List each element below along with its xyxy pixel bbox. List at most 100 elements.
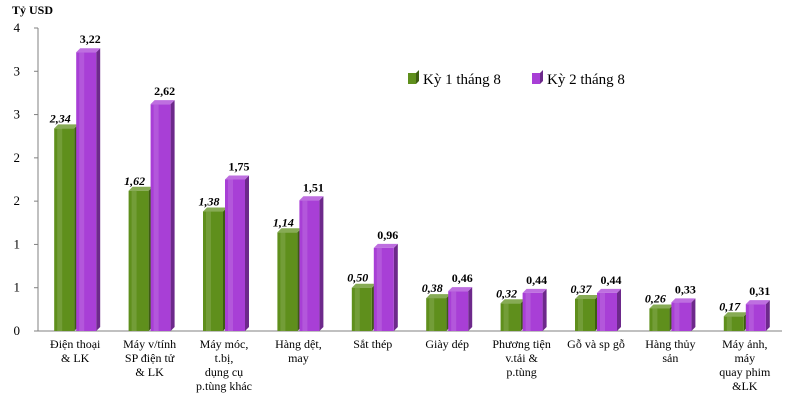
category-label: Hàng dệt, may xyxy=(275,337,322,365)
bar-highlight xyxy=(674,302,680,331)
category-label: Phương tiện v.tải & p.tùng xyxy=(492,337,551,379)
category-label-line: Điện thoại xyxy=(50,337,101,351)
bar-side xyxy=(319,196,324,331)
bar-top xyxy=(597,288,621,293)
bar-top xyxy=(671,298,696,303)
bar-side xyxy=(393,243,398,331)
category-label-line: Gỗ và sp gỗ xyxy=(567,337,625,351)
bar-top xyxy=(203,207,227,212)
y-tick-label: 1 xyxy=(14,280,21,295)
category-label-line: & LK xyxy=(61,351,90,365)
y-tick-label: 1 xyxy=(14,236,21,251)
bar-side xyxy=(245,175,249,331)
category-label: Máy móc, t.bị, dụng cụ p.tùng khác xyxy=(196,337,252,393)
legend: Kỳ 1 tháng 8 Kỳ 2 tháng 8 xyxy=(408,70,625,88)
bar-highlight xyxy=(376,247,382,331)
data-label-ky2: 3,22 xyxy=(80,32,101,46)
data-label-ky1: 1,14 xyxy=(273,215,294,229)
category-label-line: sản xyxy=(662,351,678,365)
category-label-line: máy xyxy=(734,351,755,365)
bar-top xyxy=(745,300,770,305)
y-tick-label: 0 xyxy=(14,323,21,338)
data-label-ky2: 0,33 xyxy=(675,282,696,296)
bar-highlight xyxy=(451,291,457,331)
legend-label-ky1: Kỳ 1 tháng 8 xyxy=(423,72,501,88)
category-label-line: t.bị, xyxy=(215,351,234,365)
data-label-ky1: 0,37 xyxy=(571,282,593,296)
data-label-ky2: 2,62 xyxy=(154,84,175,98)
category-label-line: Giày dép xyxy=(425,337,469,351)
bar-highlight xyxy=(79,52,85,332)
data-label-ky2: 0,44 xyxy=(601,273,622,287)
legend-swatch xyxy=(532,73,540,84)
y-tick-label: 4 xyxy=(14,20,21,35)
bar-top xyxy=(225,175,249,180)
bar-top xyxy=(299,196,324,201)
bar-highlight xyxy=(57,128,63,331)
bar-top xyxy=(351,283,376,288)
bar-highlight xyxy=(726,316,732,331)
bar-highlight xyxy=(600,292,605,331)
category-label: Máy v/tính SP điện tử & LK xyxy=(123,337,176,379)
data-label-ky2: 0,31 xyxy=(749,284,770,298)
y-tick-label: 2 xyxy=(14,150,21,165)
bar-top xyxy=(500,299,525,304)
category-label-line: may xyxy=(288,351,309,365)
bar-side xyxy=(542,288,547,331)
legend-swatch-side xyxy=(416,70,419,84)
bar-highlight xyxy=(302,200,308,331)
category-label: Sắt thép xyxy=(353,337,392,351)
bar-side xyxy=(617,288,621,331)
category-label-line: & LK xyxy=(135,365,164,379)
data-label-ky1: 0,50 xyxy=(347,271,368,285)
bar-side xyxy=(765,300,770,331)
legend-swatch xyxy=(408,73,416,84)
category-label-line: SP điện tử xyxy=(125,351,175,365)
data-label-ky1: 0,32 xyxy=(496,286,517,300)
bar-top xyxy=(277,228,302,233)
category-label-line: Hàng thủy xyxy=(645,337,695,351)
bar-highlight xyxy=(153,104,159,331)
bar-highlight xyxy=(206,211,211,331)
category-label: Gỗ và sp gỗ xyxy=(567,337,625,351)
data-label-ky2: 0,96 xyxy=(377,228,398,242)
bar-highlight xyxy=(131,190,137,331)
category-label-line: dụng cụ xyxy=(205,365,243,379)
bar-side xyxy=(96,48,101,332)
data-label-ky2: 0,44 xyxy=(526,273,547,287)
bar-highlight xyxy=(578,298,583,331)
data-label-ky1: 0,38 xyxy=(422,281,443,295)
bar-top xyxy=(448,287,473,292)
bar-highlight xyxy=(228,179,233,331)
bar-highlight xyxy=(429,298,435,331)
data-label-ky2: 1,75 xyxy=(229,160,250,174)
category-label-line: Sắt thép xyxy=(353,337,392,351)
bar-highlight xyxy=(503,303,509,331)
category-label-line: p.tùng xyxy=(506,365,536,379)
bar-side xyxy=(468,287,473,331)
category-label: Điện thoại & LK xyxy=(50,337,101,365)
y-tick-label: 3 xyxy=(14,107,21,122)
category-label-line: Máy móc, xyxy=(200,337,249,351)
bar-top xyxy=(723,312,748,317)
category-label: Máy ảnh, máy quay phim &LK xyxy=(719,337,771,393)
bar-top xyxy=(54,124,79,129)
bar-top xyxy=(649,304,674,309)
data-label-ky1: 1,38 xyxy=(199,195,220,209)
bar-highlight xyxy=(354,287,360,331)
category-label-line: Hàng dệt, xyxy=(275,337,322,351)
bar-top xyxy=(76,48,101,53)
legend-label-ky2: Kỳ 2 tháng 8 xyxy=(547,72,625,88)
data-label-ky1: 0,17 xyxy=(719,299,741,313)
category-label-line: Máy ảnh, xyxy=(722,337,767,351)
bar-highlight xyxy=(280,232,286,331)
bar-top xyxy=(575,294,599,299)
category-label-line: &LK xyxy=(732,379,758,393)
bar-top xyxy=(128,186,153,191)
bar-highlight xyxy=(748,304,754,331)
bar-top xyxy=(373,243,398,248)
data-label-ky1: 2,34 xyxy=(49,111,71,125)
bar-highlight xyxy=(652,308,658,331)
